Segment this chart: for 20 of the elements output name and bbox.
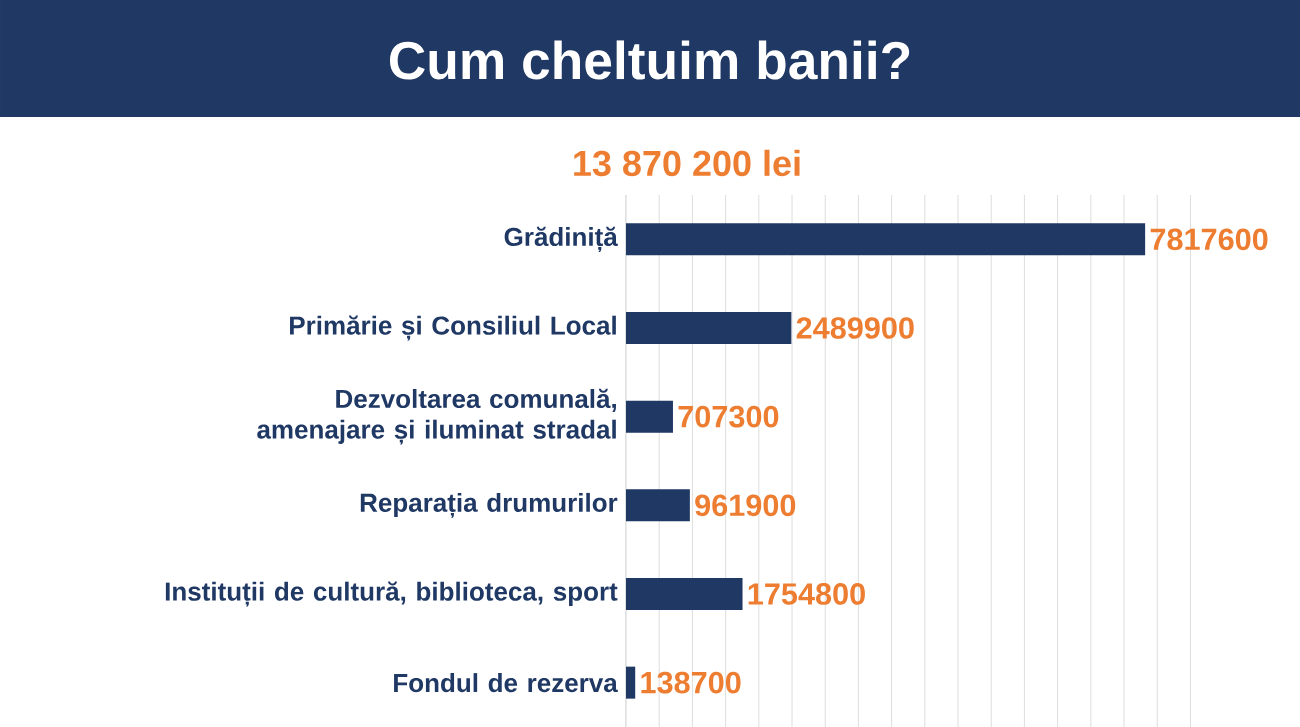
y-tick-label: Grădiniță (504, 226, 618, 252)
data-label: 1754800 (748, 583, 865, 605)
data-label: 2489900 (796, 317, 914, 339)
y-tick-label: Primărie și Consiliul Local (290, 315, 616, 341)
data-label: 138700 (641, 671, 741, 694)
data-label: 961900 (695, 494, 796, 517)
bar (626, 489, 690, 522)
chart-subtitle: 13 870 200 lei (574, 149, 800, 177)
y-tick-label: Dezvoltarea comunală, amenajare și iluminat stradal (257, 388, 616, 445)
y-tick-label: Fondul de rezerva (394, 673, 618, 693)
y-tick-label: Instituții de cultură, biblioteca, sport (165, 581, 618, 607)
data-label: 707300 (678, 405, 779, 428)
y-tick-label: Reparația drumurilor (360, 492, 618, 518)
bar (626, 311, 792, 344)
bar (626, 223, 1146, 256)
chart-title: Cum cheltuim banii? (389, 40, 910, 80)
bar (626, 400, 673, 433)
bar (626, 577, 743, 610)
bar (626, 666, 636, 699)
data-label: 7817600 (1150, 228, 1268, 251)
